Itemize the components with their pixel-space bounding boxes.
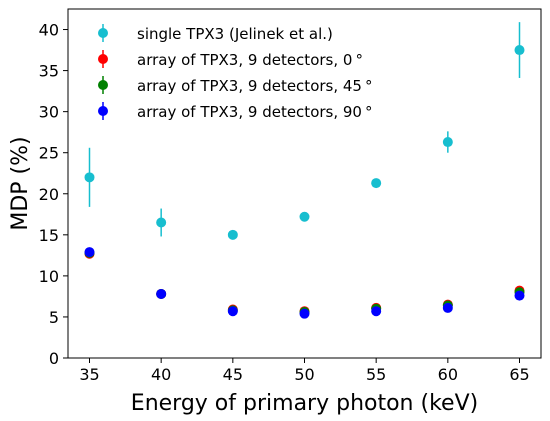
- plot-marks: [84, 22, 525, 319]
- x-axis: 35 40 45 50 55 60 65: [79, 358, 530, 384]
- y-tick-label: 20: [39, 185, 59, 204]
- data-point: [299, 211, 310, 222]
- x-tick-label: 35: [79, 365, 99, 384]
- legend-marker: [98, 28, 108, 38]
- series-1: [84, 248, 525, 317]
- legend-item: array of TPX3, 9 detectors, 0 °: [98, 50, 363, 69]
- data-point: [84, 247, 95, 258]
- legend-marker: [98, 80, 108, 90]
- y-tick-label: 40: [39, 21, 59, 40]
- y-axis-title: MDP (%): [8, 136, 33, 230]
- data-point: [442, 302, 453, 313]
- legend-item: single TPX3 (Jelinek et al.): [98, 24, 333, 43]
- data-point: [371, 178, 382, 189]
- data-point: [371, 306, 382, 317]
- legend-label: array of TPX3, 9 detectors, 45 °: [137, 77, 372, 95]
- y-tick-label: 15: [39, 226, 59, 245]
- x-axis-title: Energy of primary photon (keV): [131, 391, 478, 416]
- data-point: [227, 306, 238, 317]
- legend-marker: [98, 54, 108, 64]
- legend-label: single TPX3 (Jelinek et al.): [137, 25, 333, 43]
- x-tick-label: 65: [509, 365, 529, 384]
- series-0: [84, 22, 525, 240]
- data-point: [156, 288, 167, 299]
- y-tick-label: 30: [39, 103, 59, 122]
- data-point: [299, 308, 310, 319]
- y-axis: 0 5 10 15 20 25 30 35 40: [39, 21, 68, 368]
- y-tick-label: 25: [39, 144, 59, 163]
- x-tick-label: 50: [294, 365, 314, 384]
- y-tick-label: 0: [49, 349, 59, 368]
- y-tick-label: 5: [49, 308, 59, 327]
- legend-item: array of TPX3, 9 detectors, 90 °: [98, 102, 372, 121]
- legend: single TPX3 (Jelinek et al.) array of TPX…: [98, 24, 372, 121]
- x-tick-label: 40: [151, 365, 171, 384]
- y-tick-label: 35: [39, 62, 59, 81]
- y-tick-label: 10: [39, 267, 59, 286]
- legend-marker: [98, 106, 108, 116]
- data-point: [442, 137, 453, 148]
- data-point: [227, 229, 238, 240]
- data-point: [514, 290, 525, 301]
- x-tick-label: 60: [438, 365, 458, 384]
- data-point: [514, 45, 525, 56]
- legend-label: array of TPX3, 9 detectors, 90 °: [137, 103, 372, 121]
- series-3: [84, 247, 525, 319]
- x-tick-label: 45: [223, 365, 243, 384]
- data-point: [156, 217, 167, 228]
- legend-item: array of TPX3, 9 detectors, 45 °: [98, 76, 372, 95]
- legend-label: array of TPX3, 9 detectors, 0 °: [137, 51, 363, 69]
- data-point: [84, 172, 95, 183]
- x-tick-label: 55: [366, 365, 386, 384]
